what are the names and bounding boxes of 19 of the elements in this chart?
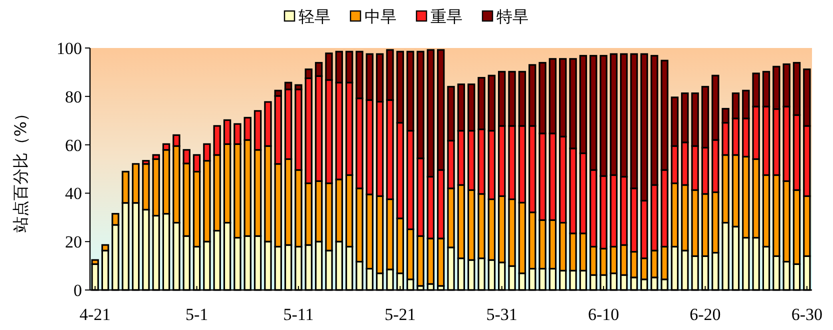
y-tick-label: 100 bbox=[56, 39, 82, 58]
y-tick-label: 20 bbox=[65, 232, 82, 252]
x-tick-label: 6-10 bbox=[588, 305, 620, 324]
x-tick-label: 5-31 bbox=[486, 305, 518, 324]
legend-label: 重旱 bbox=[430, 7, 462, 26]
x-tick-label: 4-21 bbox=[80, 305, 111, 324]
x-tick-label: 5-11 bbox=[283, 305, 314, 324]
x-tick-label: 5-1 bbox=[185, 305, 208, 324]
y-tick-label: 80 bbox=[65, 87, 82, 106]
y-tick-label: 60 bbox=[65, 136, 82, 155]
y-tick-label: 40 bbox=[65, 184, 82, 204]
legend-label: 特旱 bbox=[496, 7, 528, 26]
x-tick-label: 6-30 bbox=[791, 305, 822, 324]
legend-label: 中旱 bbox=[364, 7, 396, 26]
y-tick-label: 0 bbox=[74, 281, 82, 300]
y-axis-title: 站点百分比（%） bbox=[11, 105, 30, 233]
x-tick-label: 6-20 bbox=[690, 305, 721, 324]
x-tick-label: 5-21 bbox=[384, 305, 416, 324]
legend-label: 轻旱 bbox=[298, 7, 330, 26]
